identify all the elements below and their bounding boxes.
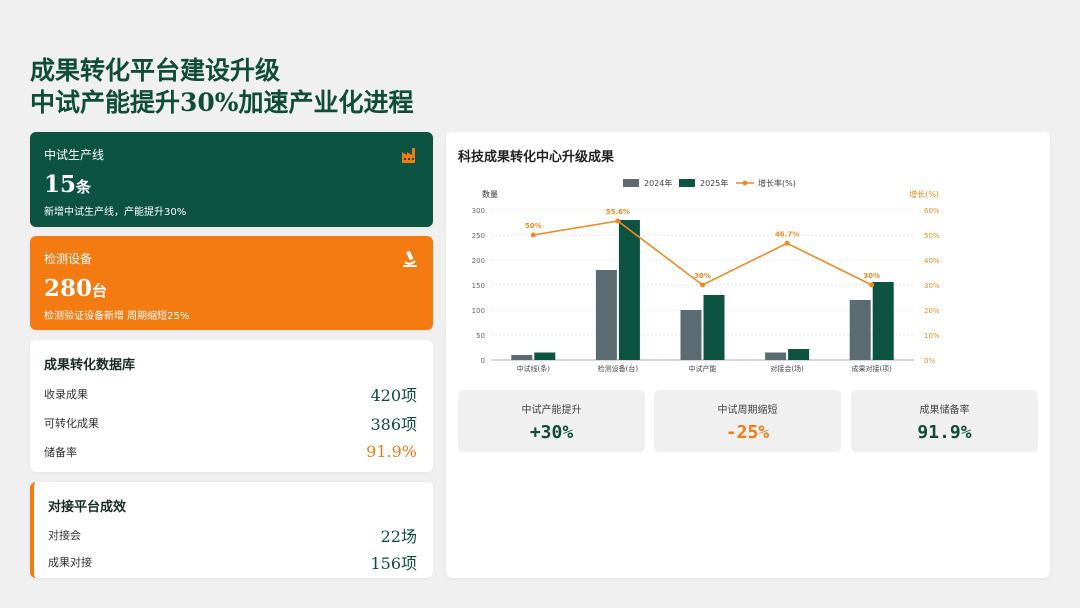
- database-title: 成果转化数据库: [44, 358, 136, 373]
- kpi-label: 检测设备: [44, 252, 93, 266]
- summary-label: 中试周期缩短: [717, 405, 778, 416]
- platform-row: 成果对接 156项: [48, 548, 417, 575]
- kpi-card-test-equipment: 检测设备 280台 检测验证设备新增 周期缩短25%: [30, 236, 433, 330]
- growth-data-label: 46.7%: [775, 230, 799, 238]
- y2-tick-label: 30%: [924, 282, 940, 290]
- kpi-unit: 台: [92, 282, 108, 300]
- summary-label: 成果储备率: [919, 405, 970, 416]
- platform-row: 对接会 22场: [48, 521, 417, 548]
- growth-point: [615, 218, 621, 224]
- y-tick-label: 50: [476, 332, 485, 340]
- bar-2025: [618, 220, 640, 360]
- row-value: 156项: [370, 553, 417, 573]
- row-value: 22场: [380, 526, 417, 546]
- bar-2024: [849, 300, 871, 360]
- bar-2024: [511, 355, 533, 360]
- growth-point: [700, 282, 705, 288]
- y2-tick-label: 40%: [924, 257, 940, 265]
- row-value: 91.9%: [366, 442, 417, 461]
- summary-value: +30%: [529, 422, 574, 443]
- chart-title: 科技成果转化中心升级成果: [458, 150, 615, 165]
- y-tick-label: 200: [472, 257, 485, 265]
- bar-2024: [765, 352, 787, 360]
- y2-tick-label: 10%: [924, 332, 940, 340]
- database-panel: 成果转化数据库 收录成果 420项 可转化成果 386项 储备率 91.9%: [30, 340, 433, 472]
- bar-2025: [788, 349, 810, 360]
- row-value: 386项: [370, 414, 417, 434]
- y2-tick-label: 50%: [924, 232, 940, 240]
- page-title: 成果转化平台建设升级 中试产能提升30%加速产业化进程: [30, 55, 414, 119]
- y-tick-label: 100: [472, 307, 485, 315]
- y2-tick-label: 60%: [924, 207, 940, 215]
- growth-data-label: 30%: [863, 272, 880, 280]
- kpi-value-row: 280台: [44, 275, 419, 302]
- database-row: 储备率 91.9%: [44, 437, 417, 466]
- x-tick-label: 成果对接(项): [851, 364, 892, 373]
- bar-2025: [703, 295, 725, 360]
- bar-2025: [534, 352, 556, 360]
- platform-panel: 对接平台成效 对接会 22场 成果对接 156项: [30, 482, 433, 578]
- kpi-note: 新增中试生产线，产能提升30%: [44, 207, 187, 218]
- summary-label: 中试产能提升: [521, 405, 582, 416]
- row-label: 成果对接: [48, 555, 92, 569]
- kpi-note: 检测验证设备新增 周期缩短25%: [44, 311, 190, 322]
- legend-label-2024: 2024年: [644, 178, 672, 188]
- database-row: 可转化成果 386项: [44, 408, 417, 437]
- platform-title: 对接平台成效: [48, 500, 127, 515]
- growth-data-label: 50%: [525, 222, 542, 230]
- bar-2025: [872, 282, 894, 360]
- kpi-value: 15: [44, 171, 77, 198]
- x-tick-label: 对接会(场): [770, 364, 804, 373]
- database-row: 收录成果 420项: [44, 379, 417, 408]
- legend-swatch-2025: [679, 179, 695, 187]
- y-tick-label: 250: [472, 232, 485, 240]
- row-label: 收录成果: [44, 387, 88, 401]
- y2-axis-title: 增长(%): [909, 189, 939, 199]
- row-value: 420项: [370, 385, 417, 405]
- growth-point: [530, 232, 536, 238]
- factory-icon: [402, 148, 415, 163]
- y-tick-label: 150: [472, 282, 485, 290]
- kpi-card-pilot-lines: 中试生产线 15条 新增中试生产线，产能提升30%: [30, 132, 433, 227]
- row-label: 对接会: [48, 528, 81, 542]
- kpi-unit: 条: [76, 178, 92, 196]
- summary-value: -25%: [725, 422, 770, 443]
- legend-marker-growth: [742, 180, 748, 186]
- x-tick-label: 检测设备(台): [598, 364, 639, 373]
- x-tick-label: 中试产能: [689, 364, 717, 373]
- bar-2024: [595, 270, 617, 360]
- page-title-line1: 成果转化平台建设升级: [30, 56, 281, 85]
- summary-card-capacity: 中试产能提升 +30%: [458, 390, 645, 452]
- chart-card: 数量 增长(%) 0 50 100 150 200 250 300 0% 10% 20% 30% 40% 5…: [446, 132, 1050, 578]
- microscope-icon: [403, 250, 417, 267]
- page-title-line2: 中试产能提升30%加速产业化进程: [30, 88, 414, 117]
- y2-tick-label: 20%: [924, 307, 940, 315]
- summary-value: 91.9%: [917, 422, 972, 443]
- legend-label-2025: 2025年: [700, 178, 728, 188]
- summary-card-cycle: 中试周期缩短 -25%: [654, 390, 841, 452]
- x-tick-label: 中试线(条): [517, 364, 551, 373]
- growth-point: [784, 240, 790, 246]
- kpi-label: 中试生产线: [44, 148, 105, 162]
- summary-card-reserve: 成果储备率 91.9%: [851, 390, 1038, 452]
- growth-data-label: 55.6%: [606, 208, 630, 216]
- y-tick-label: 300: [472, 207, 485, 215]
- kpi-value: 280: [44, 275, 93, 302]
- chart-svg: 数量 增长(%) 0 50 100 150 200 250 300 0% 10% 20% 30% 40% 5…: [472, 178, 940, 373]
- kpi-value-row: 15条: [44, 171, 419, 198]
- y-tick-label: 0: [481, 357, 485, 365]
- row-label: 可转化成果: [44, 416, 99, 430]
- legend-label-growth: 增长率(%): [758, 178, 796, 188]
- y2-tick-label: 0%: [924, 357, 935, 365]
- bar-2024: [680, 310, 702, 360]
- growth-data-label: 30%: [694, 272, 711, 280]
- growth-point: [869, 282, 875, 288]
- legend-swatch-2024: [623, 179, 639, 187]
- y-axis-title: 数量: [482, 189, 498, 199]
- row-label: 储备率: [44, 445, 77, 459]
